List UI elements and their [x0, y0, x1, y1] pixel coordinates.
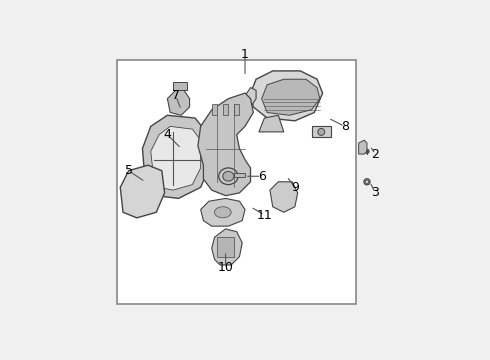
Polygon shape	[151, 126, 200, 190]
Polygon shape	[120, 165, 165, 218]
Ellipse shape	[215, 207, 231, 218]
Polygon shape	[143, 115, 209, 198]
Polygon shape	[245, 87, 256, 107]
Ellipse shape	[364, 179, 370, 185]
Polygon shape	[200, 198, 245, 226]
Polygon shape	[223, 104, 228, 115]
Polygon shape	[168, 90, 190, 115]
Text: 6: 6	[258, 170, 266, 183]
Polygon shape	[234, 104, 240, 115]
Ellipse shape	[318, 129, 325, 135]
Ellipse shape	[223, 171, 234, 181]
Ellipse shape	[366, 180, 368, 184]
Polygon shape	[270, 182, 297, 212]
Bar	[234, 173, 245, 177]
Text: 4: 4	[164, 128, 171, 141]
Text: 9: 9	[291, 181, 299, 194]
FancyBboxPatch shape	[118, 60, 356, 304]
Polygon shape	[198, 93, 253, 195]
Text: 11: 11	[257, 208, 272, 221]
Polygon shape	[250, 71, 322, 121]
Polygon shape	[259, 115, 284, 132]
Text: 10: 10	[218, 261, 234, 274]
Bar	[217, 237, 234, 257]
Ellipse shape	[219, 168, 238, 185]
Bar	[312, 126, 331, 138]
Polygon shape	[262, 79, 320, 115]
Polygon shape	[212, 104, 217, 115]
Text: 1: 1	[241, 48, 249, 61]
Text: 3: 3	[371, 186, 379, 199]
Text: 7: 7	[172, 89, 180, 102]
Polygon shape	[359, 140, 367, 154]
Text: 2: 2	[371, 148, 379, 161]
Polygon shape	[173, 82, 187, 90]
Ellipse shape	[365, 149, 369, 153]
Polygon shape	[212, 229, 242, 265]
Text: 5: 5	[124, 164, 133, 177]
Text: 8: 8	[341, 120, 349, 133]
